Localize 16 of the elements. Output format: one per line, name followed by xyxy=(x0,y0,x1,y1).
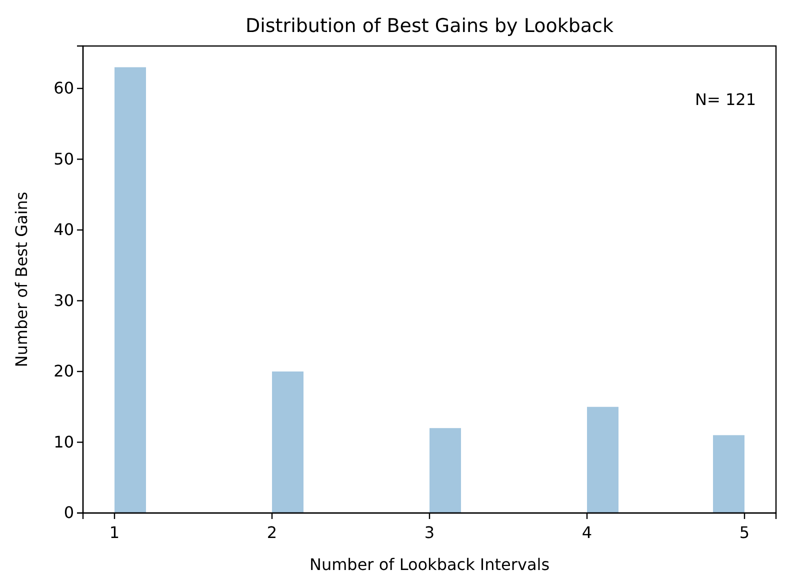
annotation: N= 121 xyxy=(695,90,756,109)
y-tick-label: 50 xyxy=(54,149,74,168)
x-tick-label: 4 xyxy=(582,523,592,542)
x-tick-label: 3 xyxy=(424,523,435,542)
x-tick-label: 2 xyxy=(266,523,278,542)
y-tick-label: 30 xyxy=(54,290,74,310)
y-tick-label: 60 xyxy=(54,78,74,98)
y-tick-label: 0 xyxy=(64,503,74,522)
y-tick-label: 40 xyxy=(54,220,74,240)
y-tick-label: 10 xyxy=(54,432,74,452)
x-axis-title: Number of Lookback Intervals xyxy=(309,555,550,574)
y-tick-label: 20 xyxy=(54,362,74,381)
chart-title: Distribution of Best Gains by Lookback xyxy=(246,15,614,37)
x-tick-label: 1 xyxy=(109,523,120,542)
x-tick-label: 5 xyxy=(739,523,750,542)
y-axis-title: Number of Best Gains xyxy=(12,192,31,368)
